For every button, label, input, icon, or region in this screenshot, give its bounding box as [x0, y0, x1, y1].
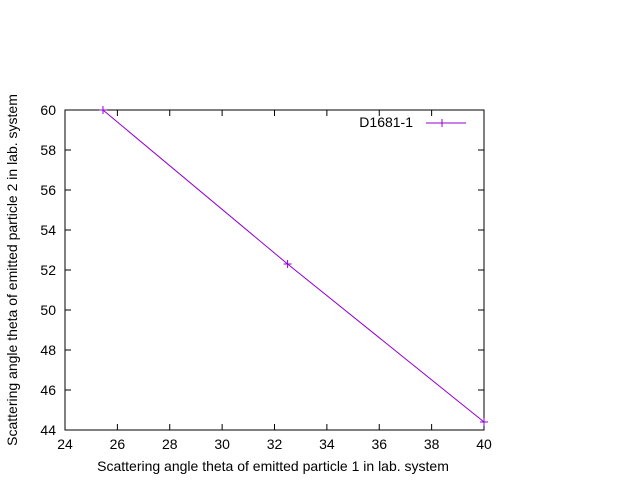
x-axis-label: Scattering angle theta of emitted partic…	[97, 458, 449, 474]
legend-marker	[438, 119, 446, 127]
y-axis-ticks: 44 46 48 50 52 54 56 58 60	[40, 102, 484, 438]
y-tick-label: 54	[40, 222, 56, 238]
data-point	[98, 106, 107, 114]
x-tick-label: 24	[57, 436, 73, 452]
x-tick-label: 28	[162, 436, 178, 452]
y-tick-label: 58	[40, 142, 56, 158]
series-layer	[98, 106, 488, 426]
x-tick-label: 26	[110, 436, 126, 452]
y-tick-label: 60	[40, 102, 56, 118]
y-tick-label: 48	[40, 342, 56, 358]
legend-label: D1681-1	[359, 114, 413, 130]
y-axis-label: Scattering angle theta of emitted partic…	[4, 94, 20, 446]
x-tick-label: 32	[267, 436, 283, 452]
data-point	[480, 418, 488, 426]
y-tick-label: 56	[40, 182, 56, 198]
x-axis-ticks: 24 26 28 30 32 34 36 38 40	[57, 110, 492, 452]
x-tick-label: 30	[214, 436, 230, 452]
y-tick-label: 46	[40, 382, 56, 398]
x-tick-label: 34	[319, 436, 335, 452]
legend: D1681-1	[359, 114, 466, 130]
x-tick-label: 38	[424, 436, 440, 452]
y-tick-label: 50	[40, 302, 56, 318]
series-line	[102, 109, 485, 423]
plot-frame	[64, 109, 485, 431]
data-point	[283, 260, 292, 268]
x-tick-label: 40	[476, 436, 492, 452]
y-tick-label: 52	[40, 262, 56, 278]
x-tick-label: 36	[371, 436, 387, 452]
y-tick-label: 44	[40, 422, 56, 438]
